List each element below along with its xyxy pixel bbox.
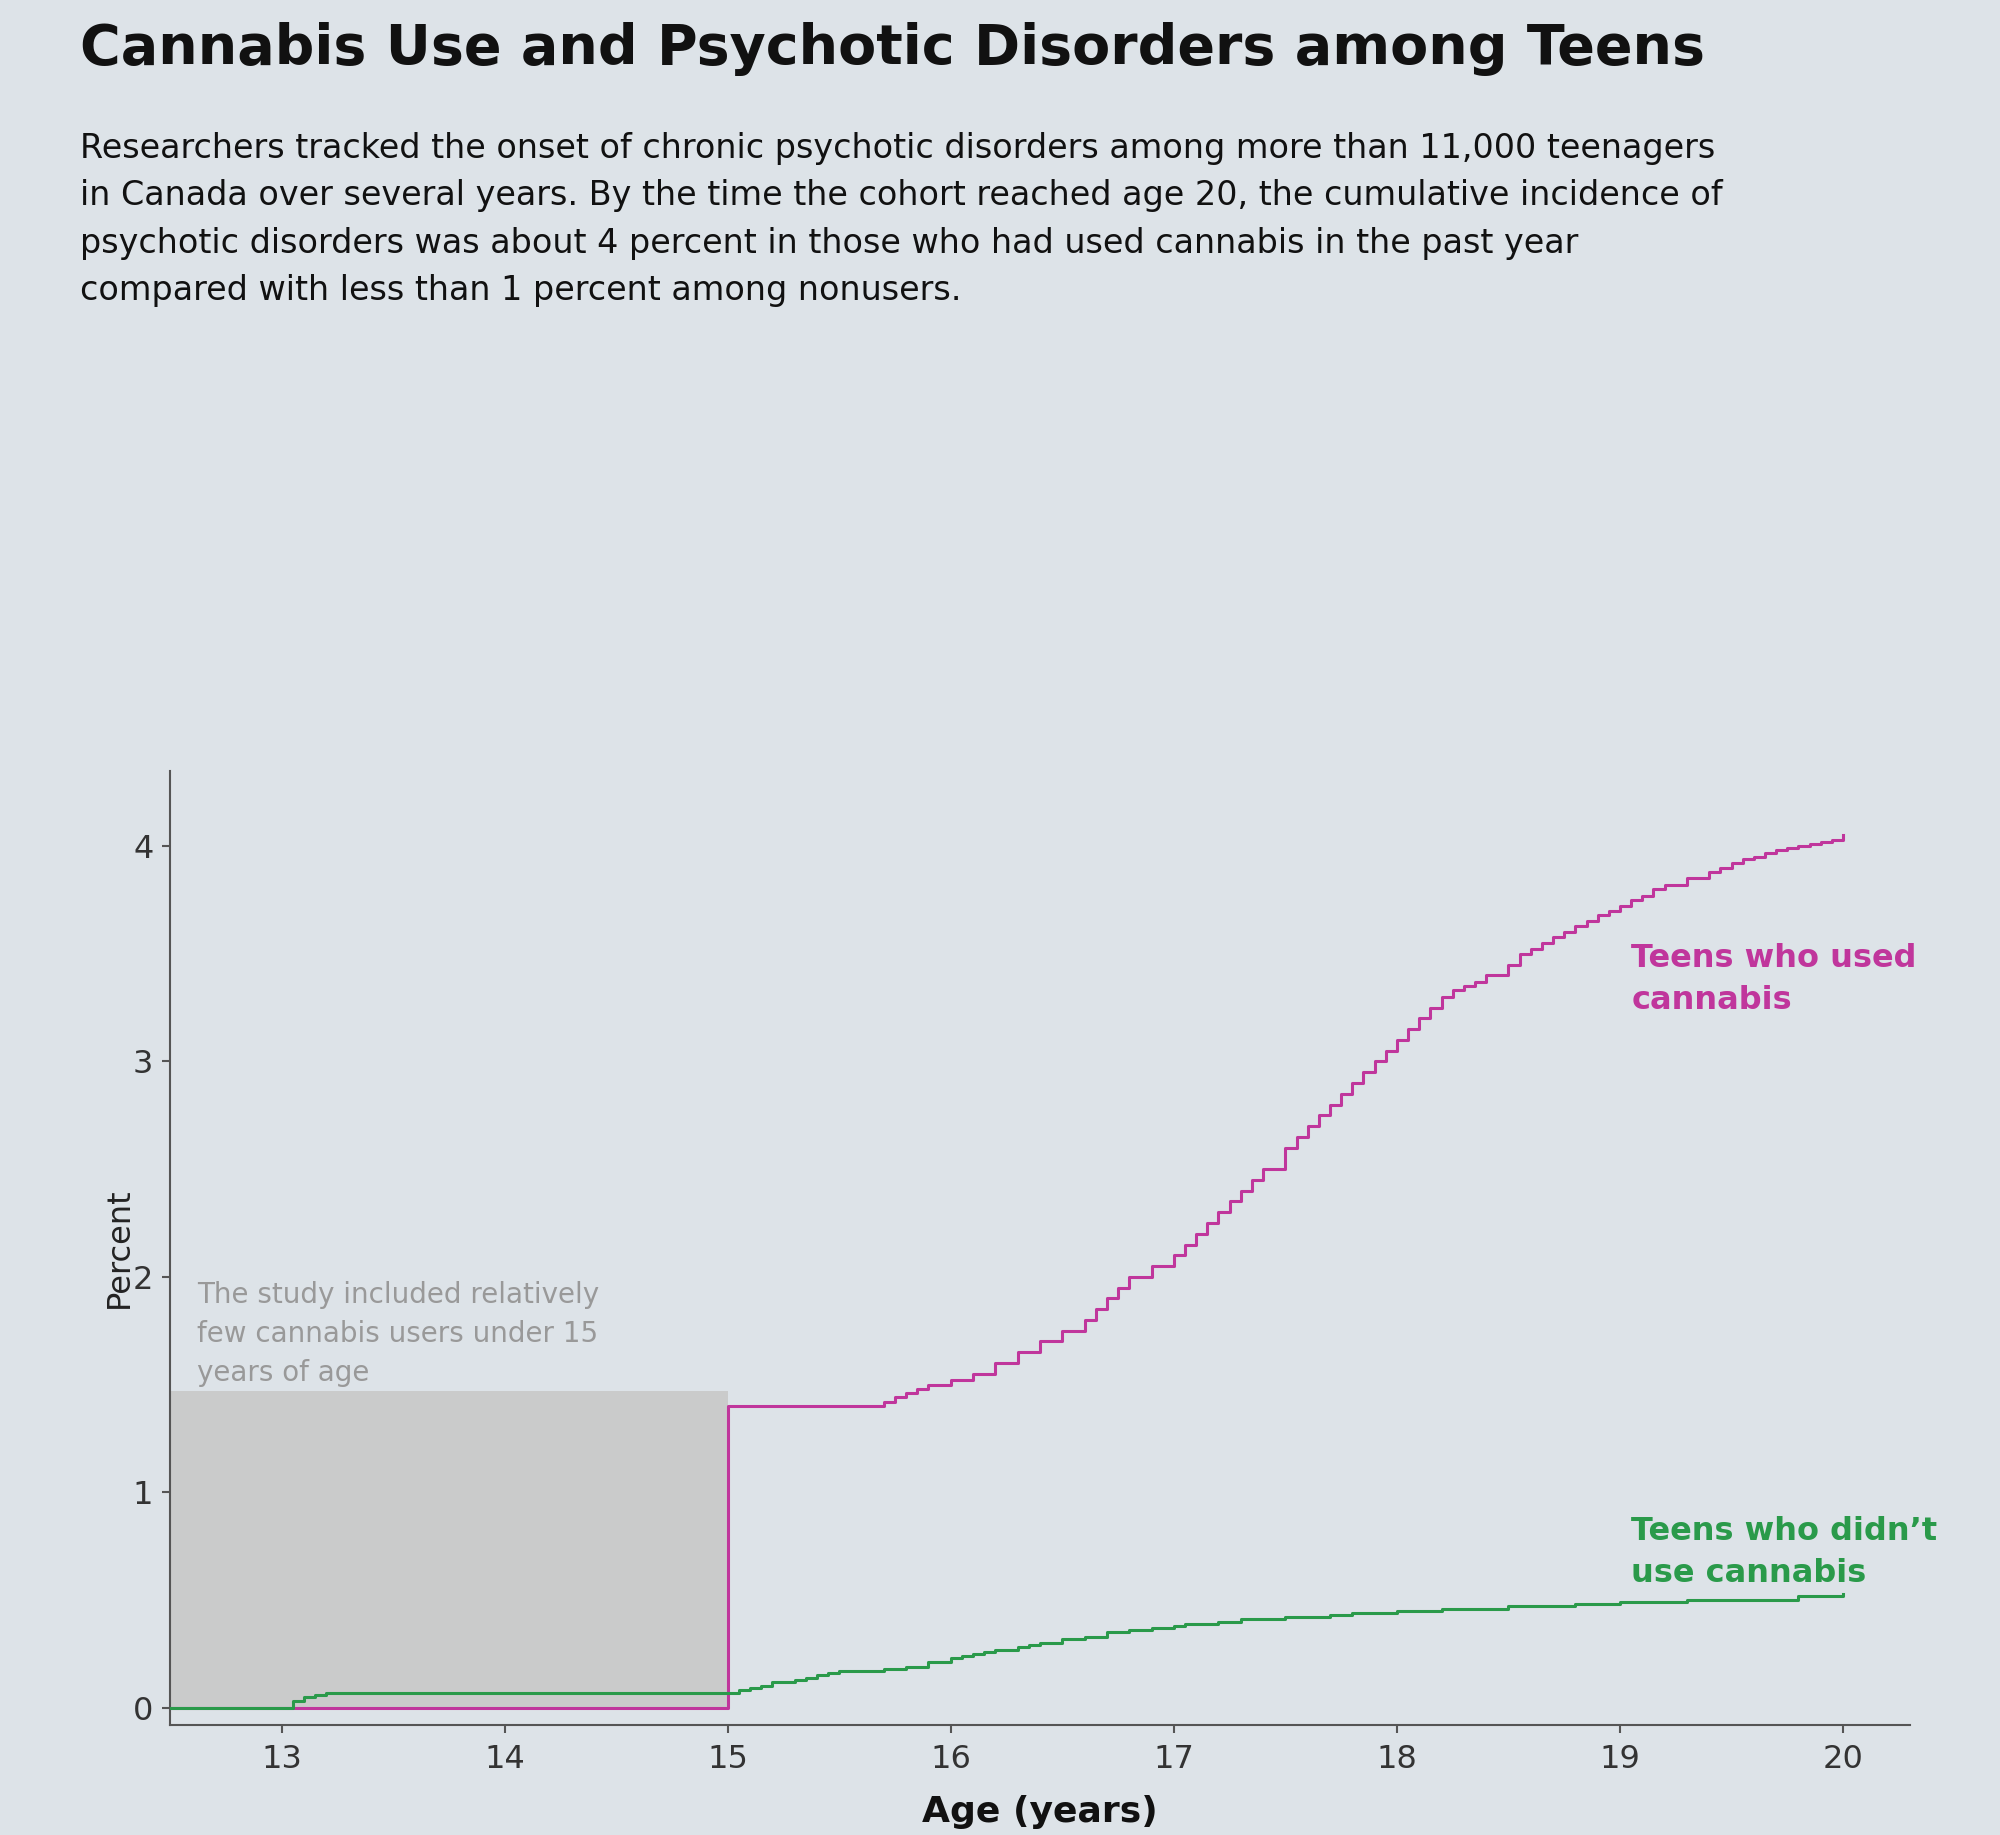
Y-axis label: Percent: Percent	[104, 1187, 134, 1308]
X-axis label: Age (years): Age (years)	[922, 1795, 1158, 1829]
Text: Teens who used
cannabis: Teens who used cannabis	[1632, 943, 1916, 1017]
Text: The study included relatively
few cannabis users under 15
years of age: The study included relatively few cannab…	[196, 1281, 598, 1387]
Text: Researchers tracked the onset of chronic psychotic disorders among more than 11,: Researchers tracked the onset of chronic…	[80, 132, 1722, 306]
Text: Teens who didn’t
use cannabis: Teens who didn’t use cannabis	[1632, 1516, 1938, 1589]
Bar	[170, 1391, 728, 1708]
Text: Cannabis Use and Psychotic Disorders among Teens: Cannabis Use and Psychotic Disorders amo…	[80, 22, 1704, 75]
